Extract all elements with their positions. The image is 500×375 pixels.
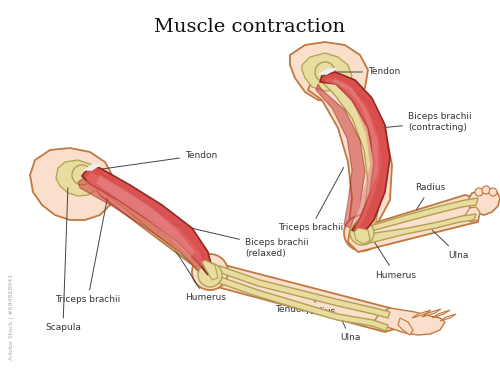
Polygon shape (82, 166, 212, 275)
Polygon shape (362, 198, 478, 236)
Text: Biceps brachii
(contracting): Biceps brachii (contracting) (363, 112, 472, 132)
Polygon shape (210, 276, 388, 331)
Text: Radius: Radius (415, 183, 446, 210)
Circle shape (192, 254, 228, 290)
Polygon shape (200, 260, 400, 332)
Polygon shape (202, 260, 218, 280)
Polygon shape (375, 308, 445, 335)
Polygon shape (354, 228, 370, 244)
Text: Tendon: Tendon (331, 68, 400, 76)
Circle shape (72, 165, 92, 185)
Polygon shape (320, 72, 382, 235)
Text: Ulna: Ulna (432, 230, 469, 260)
Text: Biceps brachii
(relaxed): Biceps brachii (relaxed) (168, 223, 308, 258)
Polygon shape (422, 309, 441, 317)
Polygon shape (412, 310, 431, 318)
Circle shape (344, 215, 380, 251)
Polygon shape (212, 266, 390, 318)
Polygon shape (440, 314, 456, 321)
Circle shape (475, 188, 483, 196)
Polygon shape (432, 310, 450, 318)
Circle shape (350, 221, 374, 245)
Polygon shape (398, 318, 413, 335)
Text: Triceps brachii: Triceps brachii (278, 167, 344, 232)
Polygon shape (468, 190, 500, 215)
Polygon shape (56, 160, 100, 196)
Polygon shape (348, 195, 480, 252)
Polygon shape (320, 72, 390, 235)
Circle shape (315, 62, 335, 82)
Text: Humerus: Humerus (156, 220, 226, 303)
Text: Tendon: Tendon (98, 150, 217, 170)
Polygon shape (332, 78, 378, 220)
Text: Humerus: Humerus (370, 234, 416, 279)
Polygon shape (88, 165, 218, 282)
Text: Ulna: Ulna (340, 318, 360, 342)
Circle shape (489, 188, 497, 196)
Circle shape (482, 186, 490, 194)
Polygon shape (78, 178, 206, 275)
Text: Adobe Stock | #694868941: Adobe Stock | #694868941 (8, 274, 14, 360)
Text: Tendon: Tendon (212, 273, 307, 315)
Polygon shape (30, 148, 115, 220)
Polygon shape (360, 214, 476, 244)
Polygon shape (465, 207, 480, 222)
Polygon shape (86, 172, 204, 268)
Polygon shape (308, 80, 392, 240)
Circle shape (198, 263, 222, 287)
Text: Radius: Radius (305, 294, 335, 316)
Text: Scapula: Scapula (45, 188, 81, 333)
Polygon shape (302, 53, 352, 91)
Polygon shape (290, 42, 368, 102)
Text: Muscle contraction: Muscle contraction (154, 18, 346, 36)
Polygon shape (96, 175, 195, 258)
Polygon shape (82, 168, 215, 282)
Text: Triceps brachii: Triceps brachii (55, 198, 120, 304)
Polygon shape (316, 84, 365, 228)
Polygon shape (325, 78, 382, 228)
